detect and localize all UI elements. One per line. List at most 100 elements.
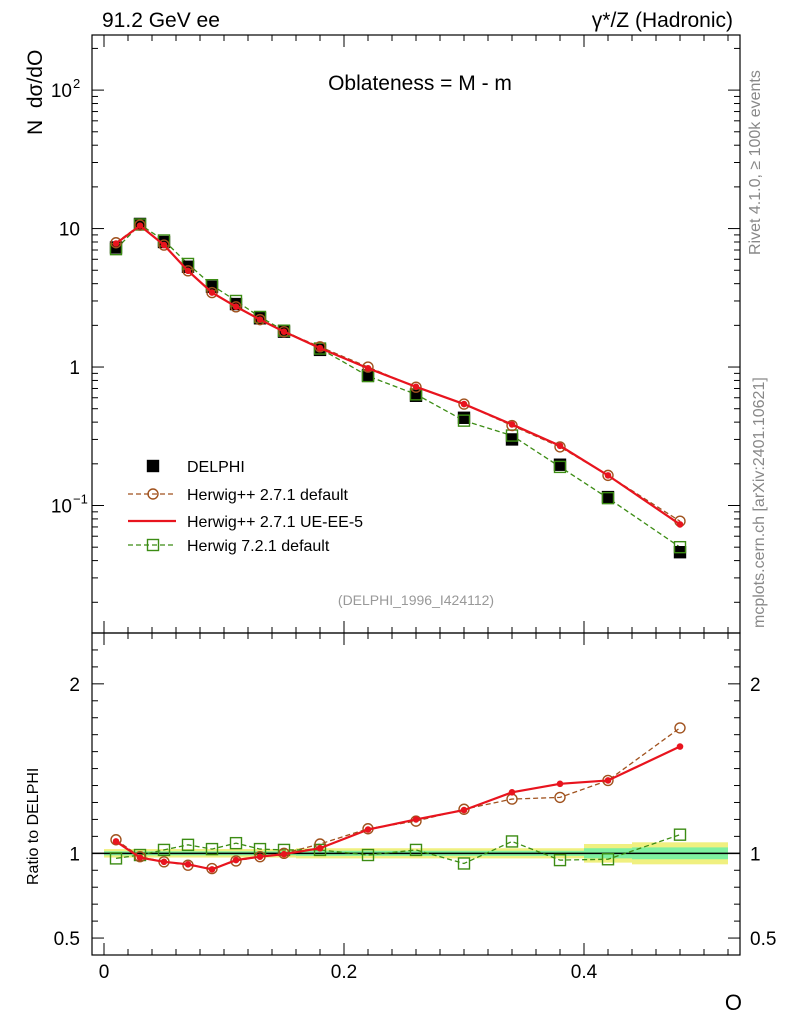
side-label-top: Rivet 4.1.0, ≥ 100k events [747, 70, 764, 255]
header-left: 91.2 GeV ee [102, 9, 220, 32]
ratio-point-herwig7 [601, 853, 615, 866]
ratio-point-herwig7 [361, 848, 375, 862]
y-tick-label: 10 [59, 220, 80, 241]
header-right: γ*/Z (Hadronic) [592, 9, 733, 32]
data-point-herwigpp-ueee5 [604, 472, 612, 479]
x-axis-label: O [725, 990, 742, 1015]
ratio-point-herwig7 [109, 852, 123, 865]
ratio-point-herwigpp-ueee5 [460, 806, 468, 814]
legend-label-herwig7: Herwig 7.2.1 default [187, 538, 330, 555]
ratio-point-herwig7 [229, 836, 243, 850]
legend: DELPHI Herwig++ 2.7.1 default Herwig++ 2… [128, 459, 363, 555]
ratio-point-herwigpp-ueee5 [412, 816, 420, 823]
data-point-herwigpp-default [410, 381, 422, 393]
data-point-herwig7 [457, 414, 471, 427]
y-axis-label: N dσ/dO [24, 50, 47, 135]
data-point-herwigpp-default [254, 313, 266, 326]
ratio-point-herwigpp-ueee5 [208, 866, 216, 873]
ratio-tick-label-left: 1 [69, 844, 80, 865]
y-tick-label: 10 [51, 81, 72, 102]
data-point-herwigpp-default [278, 325, 290, 338]
y-tick-label: 1 [69, 358, 80, 379]
ratio-point-herwigpp-ueee5 [256, 853, 264, 861]
data-point-herwig7 [313, 342, 327, 355]
data-point-herwigpp-default [110, 237, 122, 249]
ratio-point-herwig7 [181, 838, 195, 852]
ratio-point-herwigpp-ueee5 [556, 780, 564, 788]
ratio-point-herwig7 [205, 842, 219, 856]
data-point-delphi [505, 433, 519, 446]
x-tick-label: 0.4 [571, 962, 598, 983]
ratio-plot-frame [91, 632, 741, 956]
data-point-herwigpp-ueee5 [208, 289, 216, 296]
data-point-herwigpp-default [134, 219, 146, 231]
data-point-herwigpp-default [554, 441, 566, 453]
data-point-herwigpp-default [602, 469, 614, 482]
ratio-point-herwig7 [505, 835, 519, 848]
data-point-herwigpp-ueee5 [460, 400, 468, 408]
x-tick-label: 0.2 [331, 962, 357, 983]
ratio-point-herwigpp-ueee5 [160, 858, 168, 866]
data-point-herwig7 [673, 540, 687, 554]
side-label-bottom: mcplots.cern.ch [arXiv:2401.10621] [751, 377, 768, 628]
data-point-herwigpp-ueee5 [412, 383, 420, 391]
legend-label-herwigpp-default: Herwig++ 2.7.1 default [187, 487, 349, 504]
data-point-herwigpp-ueee5 [676, 521, 684, 528]
ratio-tick-label-left: 2 [69, 675, 80, 696]
ratio-point-herwig7 [553, 853, 567, 867]
data-point-herwigpp-default [158, 239, 170, 251]
data-point-herwigpp-ueee5 [112, 240, 120, 247]
ratio-point-herwigpp-default [134, 851, 146, 863]
ratio-point-herwigpp-ueee5 [316, 844, 324, 852]
y-tick-label: 10 [51, 496, 72, 517]
data-point-herwigpp-ueee5 [556, 442, 564, 450]
data-point-delphi [457, 411, 471, 424]
data-point-herwigpp-default [458, 398, 470, 410]
ratio-plot-series [109, 722, 687, 875]
x-tick-label: 0 [99, 962, 110, 983]
ratio-y-axis-label: Ratio to DELPHI [25, 768, 42, 885]
data-point-herwig7 [601, 491, 615, 505]
data-point-herwigpp-ueee5 [232, 303, 240, 310]
series-line-herwigpp-default [115, 224, 681, 522]
legend-symbol-herwig7 [146, 538, 160, 552]
data-point-herwigpp-ueee5 [364, 364, 372, 372]
ratio-point-herwigpp-default [674, 722, 686, 734]
data-point-herwigpp-default [230, 301, 242, 313]
ratio-point-herwig7 [673, 828, 687, 841]
data-point-herwig7 [553, 460, 567, 474]
ratio-tick-label-right: 0.5 [750, 929, 776, 950]
chart-title: Oblateness = M - m [328, 72, 512, 95]
ratio-line-herwigpp-ueee5 [115, 745, 681, 871]
data-point-herwigpp-ueee5 [256, 316, 264, 323]
series-line-herwigpp-ueee5 [115, 224, 681, 526]
ratio-point-herwig7 [409, 843, 423, 857]
legend-label-delphi: DELPHI [187, 459, 245, 476]
data-point-herwigpp-default [182, 265, 194, 277]
data-point-herwigpp-default [206, 286, 218, 299]
ratio-point-herwigpp-ueee5 [184, 861, 192, 868]
ratio-point-herwigpp-ueee5 [364, 826, 372, 833]
ratio-point-herwigpp-default [110, 834, 122, 846]
ratio-tick-label-right: 1 [750, 844, 761, 865]
ratio-point-herwig7 [157, 843, 171, 857]
y-tick-exponent: 2 [73, 76, 80, 91]
main-plot-series [109, 217, 687, 559]
ratio-point-herwigpp-default [554, 791, 566, 804]
analysis-watermark: (DELPHI_1996_I424112) [338, 592, 494, 608]
ratio-line-herwig7 [115, 834, 681, 865]
legend-symbol-herwigpp-default [147, 488, 159, 500]
ratio-point-herwigpp-ueee5 [508, 789, 516, 796]
y-tick-exponent: −1 [73, 491, 88, 506]
data-point-herwigpp-ueee5 [184, 267, 192, 275]
ratio-point-herwigpp-ueee5 [232, 856, 240, 864]
data-point-herwigpp-ueee5 [160, 241, 168, 249]
ratio-tick-label-left: 0.5 [54, 929, 80, 950]
ratio-point-herwigpp-ueee5 [604, 777, 612, 784]
data-point-herwigpp-ueee5 [280, 328, 288, 335]
ratio-point-herwigpp-ueee5 [280, 850, 288, 858]
ratio-point-herwigpp-ueee5 [676, 743, 684, 750]
legend-symbol-delphi [146, 459, 160, 473]
